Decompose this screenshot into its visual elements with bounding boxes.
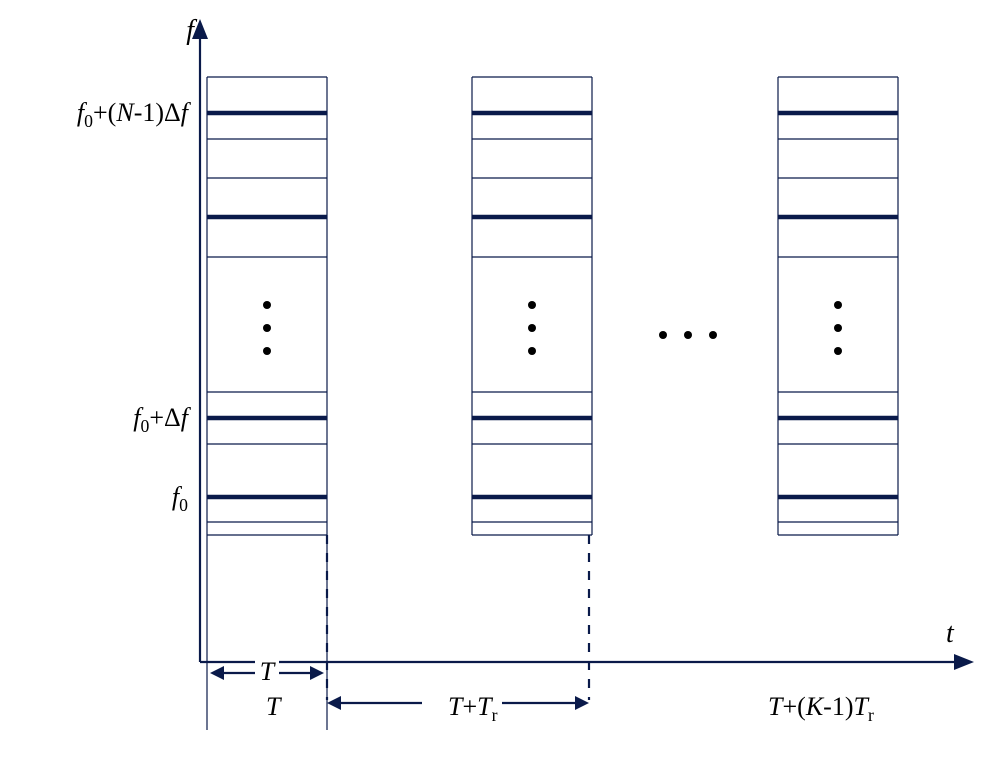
t-width-marker-arrow-l [210, 666, 224, 680]
x-axis-label: t [946, 618, 955, 649]
column-2-vdots-2 [834, 347, 842, 355]
ytick-label-1: f0+Δf [133, 403, 191, 436]
column-2-vdots-1 [834, 324, 842, 332]
t-tr-arrow-r [575, 696, 589, 710]
ytick-label-0: f0+(N-1)Δf [77, 98, 192, 131]
column-0-vdots-1 [263, 324, 271, 332]
bottom-label-2: T+(K-1)Tr [768, 692, 874, 725]
t-tr-arrow-l [327, 696, 341, 710]
t-width-label2: T [260, 657, 276, 686]
column-0-vdots-2 [263, 347, 271, 355]
hdots-top-2 [709, 331, 717, 339]
column-1-vdots-2 [528, 347, 536, 355]
x-axis-arrow [954, 654, 974, 670]
column-1-vdots-1 [528, 324, 536, 332]
y-axis-arrow [192, 19, 208, 39]
column-0-vdots-0 [263, 301, 271, 309]
hdots-top-1 [684, 331, 692, 339]
t-width-marker-arrow-r [310, 666, 324, 680]
column-1-vdots-0 [528, 301, 536, 309]
bottom-label-0: T [266, 692, 282, 721]
ytick-label-2: f0 [172, 482, 188, 515]
bottom-label-1: T+Tr [448, 692, 498, 725]
column-2-vdots-0 [834, 301, 842, 309]
hdots-top-0 [659, 331, 667, 339]
